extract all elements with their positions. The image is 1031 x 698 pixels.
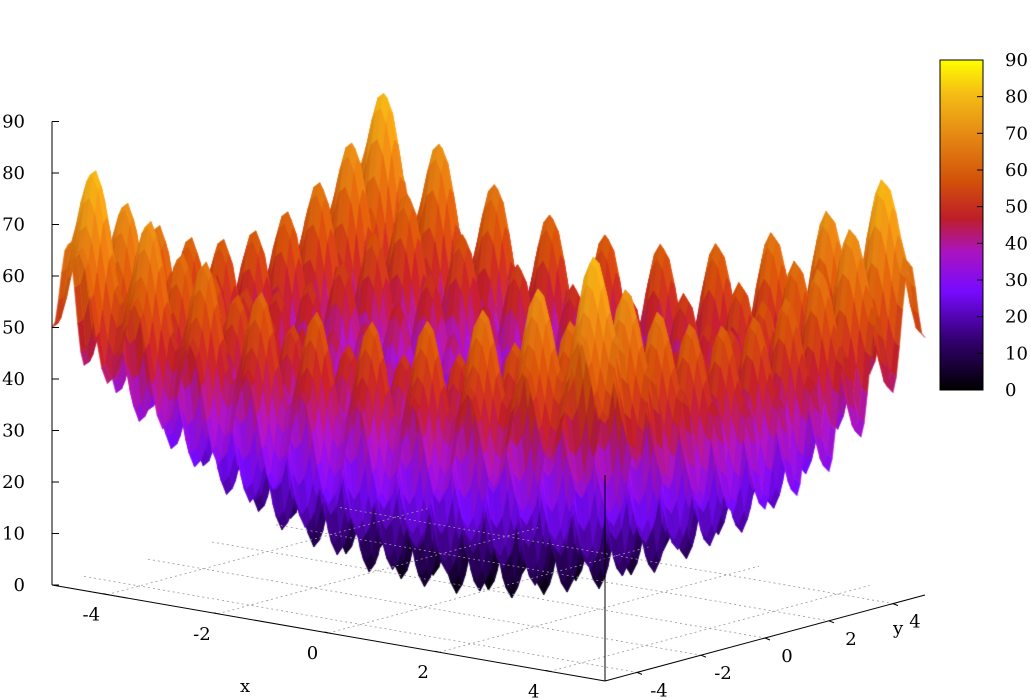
colorbar-tick-label: 70: [1005, 123, 1028, 144]
y-tick-label: 0: [781, 646, 792, 667]
y-tick: [892, 603, 899, 607]
x-tick-label: 0: [307, 643, 318, 664]
z-tick-label: 40: [2, 369, 25, 390]
z-tick-label: 50: [2, 318, 25, 339]
x-axis-label: x: [240, 676, 250, 697]
colorbar-tick-label: 10: [1005, 343, 1028, 364]
colorbar: 0 10 20 30 40 50 60 70 80 90: [939, 50, 1028, 401]
x-tick: [545, 669, 550, 672]
colorbar-gradient: [939, 59, 984, 391]
y-tick: [700, 654, 707, 658]
x-tick: [213, 612, 219, 615]
z-tick-label: 30: [2, 421, 25, 442]
grid-line-x: [438, 565, 760, 653]
y-tick: [636, 671, 643, 675]
grid-line-x: [217, 527, 539, 615]
z-tick-label: 80: [2, 163, 25, 184]
y-tick: [828, 620, 835, 624]
y-tick-label: 2: [845, 629, 856, 650]
x-tick: [434, 650, 440, 653]
colorbar-tick-label: 40: [1005, 233, 1028, 254]
grid-line-y: [147, 558, 702, 656]
colorbar-tick-label: 0: [1005, 380, 1016, 401]
floor-grid: [83, 507, 894, 673]
z-tick-label: 10: [2, 524, 25, 545]
grid-line-y: [83, 576, 638, 673]
y-axis-label: y: [892, 618, 904, 639]
z-tick-label: 0: [14, 575, 25, 596]
x-tick-label: 4: [528, 681, 539, 698]
z-tick-label: 60: [2, 266, 25, 287]
x-tick: [324, 631, 329, 634]
colorbar-tick-label: 30: [1005, 270, 1028, 291]
grid-line-x: [549, 585, 870, 672]
y-tick-label: -2: [714, 663, 732, 684]
colorbar-tick-label: 90: [1005, 50, 1028, 71]
colorbar-tick-label: 60: [1005, 160, 1028, 181]
z-tick-label: 20: [2, 472, 25, 493]
x-tick-label: 2: [417, 662, 428, 683]
y-tick-label: 4: [909, 612, 920, 633]
grid-line-y: [339, 507, 894, 604]
colorbar-tick-label: 80: [1005, 87, 1028, 108]
colorbar-tick-label: 20: [1005, 307, 1028, 328]
y-tick: [764, 637, 771, 641]
grid-line-y: [211, 541, 766, 639]
z-tick-label: 90: [2, 112, 25, 133]
z-tick-label: 70: [2, 215, 25, 236]
x-tick: [103, 593, 108, 596]
y-tick-label: -4: [650, 680, 668, 698]
colorbar-tick-label: 50: [1005, 197, 1028, 218]
grid-line-y: [275, 524, 830, 622]
axes: [51, 121, 926, 682]
x-tick-label: -4: [83, 605, 101, 626]
x-tick-label: -2: [193, 624, 211, 645]
